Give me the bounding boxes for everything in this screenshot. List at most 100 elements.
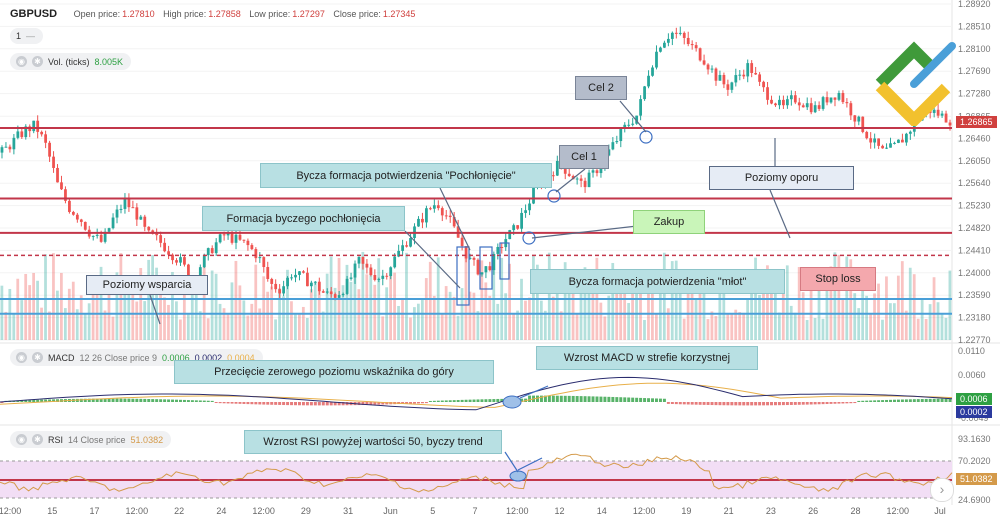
macd-histogram-bar [175, 399, 178, 402]
macd-histogram-bar [131, 398, 135, 402]
volume-bar [881, 319, 884, 340]
volume-bar [71, 281, 75, 340]
volume-bar [766, 265, 769, 340]
macd-histogram-bar [262, 402, 266, 405]
candle-body [468, 257, 472, 259]
macd-histogram-bar [456, 400, 460, 402]
volume-bar [912, 274, 916, 340]
volume-bar [662, 252, 666, 340]
macd-histogram-bar [758, 402, 762, 406]
interval-dash: — [26, 31, 36, 41]
rsi-value: 51.0382 [130, 434, 164, 445]
volume-bar [294, 314, 297, 340]
macd-histogram-bar [690, 402, 694, 405]
x-tick-label: 12:00 [0, 506, 21, 516]
candle-body [893, 142, 896, 144]
gear-icon[interactable]: ✱ [32, 434, 43, 445]
rsi-legend[interactable]: ◉ ✱ RSI 14 Close price 51.0382 [10, 431, 172, 448]
candle-body [754, 72, 758, 75]
signal-value-tag: 0.0002 [956, 406, 992, 418]
candle-body [778, 99, 781, 106]
volume-bar [821, 318, 825, 340]
macd-histogram-bar [16, 400, 20, 402]
candle-body [16, 131, 20, 138]
volume-bar [492, 268, 496, 340]
volume-bar [805, 319, 809, 340]
volume-bar [60, 272, 63, 340]
volume-bar [702, 272, 706, 340]
macd-histogram-bar [163, 399, 167, 402]
macd-histogram-bar [179, 399, 182, 402]
close-label: Close price: [333, 9, 381, 19]
candle-body [262, 257, 266, 268]
macd-histogram-bar [83, 398, 87, 402]
y-tick-label: 1.24820 [958, 223, 991, 233]
eye-icon[interactable]: ◉ [16, 56, 27, 67]
macd-histogram-bar [139, 398, 143, 402]
volume-bar [63, 308, 67, 340]
macd-histogram-bar [789, 402, 793, 405]
volume-bar [317, 283, 321, 340]
macd-histogram-bar [79, 398, 83, 402]
macd-histogram-bar [865, 400, 869, 402]
macd-histogram-bar [658, 398, 662, 402]
candle-body [226, 232, 230, 236]
candle-body [68, 200, 71, 212]
chevron-right-icon[interactable]: › [930, 478, 954, 502]
macd-histogram-bar [785, 402, 789, 406]
volume-bar [504, 293, 508, 340]
candle-body [865, 131, 869, 139]
macd-histogram-bar [619, 397, 623, 402]
gear-icon[interactable]: ✱ [32, 56, 43, 67]
x-tick-label: 5 [430, 506, 435, 516]
macd-histogram-bar [936, 398, 940, 402]
volume-bar [143, 301, 147, 340]
macd-histogram-bar [282, 402, 286, 406]
macd-histogram-bar [28, 400, 32, 402]
macd-histogram-bar [809, 402, 813, 405]
volume-bar [607, 295, 611, 340]
candle-body [897, 139, 900, 143]
candle-body [409, 238, 412, 247]
macd-histogram-bar [401, 402, 405, 404]
eye-icon[interactable]: ◉ [16, 352, 27, 363]
candle-body [912, 120, 916, 132]
macd-histogram-bar [639, 397, 643, 402]
candle-body [353, 263, 357, 278]
candle-body [734, 75, 738, 83]
macd-histogram-bar [444, 400, 448, 402]
candle-body [64, 189, 67, 201]
volume-legend[interactable]: ◉ ✱ Vol. (ticks) 8.005K [10, 53, 132, 70]
macd-histogram-bar [825, 402, 829, 405]
x-tick-label: 12:00 [886, 506, 909, 516]
volume-bar [900, 261, 904, 340]
gear-icon[interactable]: ✱ [32, 352, 43, 363]
volume-bar [583, 267, 587, 340]
eye-icon[interactable]: ◉ [16, 434, 27, 445]
candle-body [599, 165, 603, 174]
macd-histogram-bar [254, 402, 258, 405]
macd-histogram-bar [210, 400, 214, 402]
candle-body [651, 67, 654, 76]
interval-pill[interactable]: 1 — [10, 28, 44, 44]
macd-histogram-bar [274, 402, 278, 405]
macd-histogram-bar [674, 402, 678, 405]
macd-histogram-bar [651, 398, 654, 402]
volume-bar [405, 252, 408, 340]
candle-body [829, 97, 833, 103]
volume-bar [714, 316, 718, 340]
macd-histogram-bar [603, 396, 607, 402]
volume-bar [896, 275, 900, 340]
macd-histogram-bar [484, 399, 488, 402]
volume-bar [305, 317, 309, 340]
volume-bar [536, 264, 539, 340]
candle-body [40, 131, 44, 135]
macd-histogram-bar [623, 397, 627, 402]
macd-histogram-bar [325, 402, 329, 406]
candle-body [0, 147, 4, 153]
candle-body [135, 207, 139, 220]
macd-histogram-bar [377, 402, 381, 405]
candle-body [448, 215, 452, 218]
macd-label: MACD [48, 352, 75, 363]
